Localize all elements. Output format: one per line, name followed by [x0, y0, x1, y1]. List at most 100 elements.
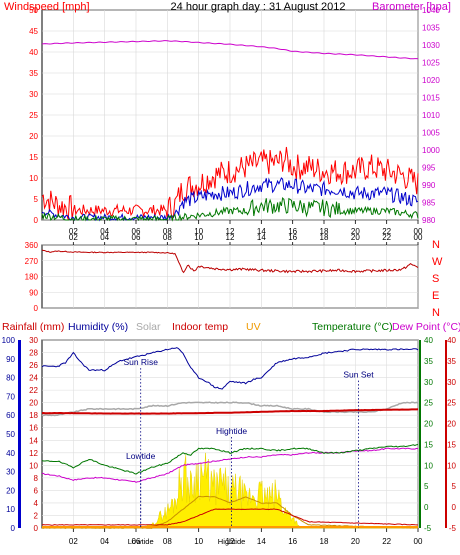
humidity-series-line: [41, 347, 419, 390]
rain-tick-label: 2: [34, 511, 39, 520]
wind-x-tick-label: 14: [257, 227, 266, 236]
direction-x-tick-label: 02: [69, 233, 78, 242]
rain-tick-label: 6: [34, 486, 39, 495]
bottom-x-tick-label: 20: [351, 537, 360, 546]
temp-tick-label: 5: [424, 482, 429, 491]
temp-tick-label: 35: [424, 357, 433, 366]
bottom-x-tick-label: 16: [288, 537, 297, 546]
dewpoint-tick-label: 10: [447, 461, 456, 470]
wind-low-series-line: [41, 197, 419, 222]
humidity-tick-label: 90: [6, 355, 15, 364]
sunset-annotation: Sun Set: [343, 370, 374, 380]
temperature-axis-bar: [419, 340, 421, 528]
direction-x-tick-label: 14: [257, 233, 266, 242]
wind-y-tick-label: 0: [34, 216, 39, 225]
direction-y-tick-label: 0: [34, 304, 39, 313]
wind-x-tick-label: 22: [382, 227, 391, 236]
rain-tick-label: 22: [29, 386, 38, 395]
temp-tick-label: 30: [424, 378, 433, 387]
barometer-tick-label: 1005: [422, 129, 440, 138]
rain-tick-label: 12: [29, 449, 38, 458]
wind-y-tick-label: 5: [34, 195, 39, 204]
wind-x-tick-label: 06: [132, 227, 141, 236]
barometer-tick-label: 1030: [422, 41, 440, 50]
legend-entry: Dew Point (°C): [392, 321, 460, 333]
rain-tick-label: 30: [29, 336, 38, 345]
humidity-tick-label: 80: [6, 374, 15, 383]
x-marker-label: Lowtide: [128, 537, 154, 546]
dew-point-series-line: [41, 447, 419, 483]
humidity-axis-bar: [18, 340, 21, 528]
direction-x-tick-label: 18: [320, 233, 329, 242]
wind-y-tick-label: 45: [29, 27, 38, 36]
wind-direction-series-line: [41, 249, 419, 274]
dewpoint-tick-label: 20: [447, 420, 456, 429]
legend-entry: Solar: [136, 321, 161, 333]
humidity-tick-label: 20: [6, 486, 15, 495]
direction-x-tick-label: 22: [382, 233, 391, 242]
barometer-tick-label: 1020: [422, 76, 440, 85]
dewpoint-axis-bar: [445, 340, 447, 528]
lowtide-annotation: Lowtide: [126, 451, 156, 461]
legend-entry: Temperature (°C): [312, 321, 393, 333]
barometer-tick-label: 1015: [422, 94, 440, 103]
sunrise-annotation: Sun Rise: [123, 357, 158, 367]
bottom-x-tick-label: 06: [132, 537, 141, 546]
humidity-tick-label: 40: [6, 449, 15, 458]
barometer-tick-label: 1010: [422, 111, 440, 120]
temp-tick-label: 15: [424, 440, 433, 449]
direction-x-tick-label: 00: [414, 233, 423, 242]
wind-y-tick-label: 15: [29, 153, 38, 162]
humidity-tick-label: 0: [11, 524, 16, 533]
wind-x-tick-label: 16: [288, 227, 297, 236]
temp-tick-label: -5: [424, 524, 432, 533]
bottom-x-tick-label: 04: [100, 537, 109, 546]
rain-tick-label: 0: [34, 524, 39, 533]
barometer-tick-label: 990: [422, 181, 436, 190]
wind-x-tick-label: 12: [226, 227, 235, 236]
barometer-series-line: [41, 40, 419, 60]
rain-tick-label: 26: [29, 361, 38, 370]
indoor-low-series-line: [41, 508, 419, 526]
rain-tick-label: 10: [29, 461, 38, 470]
humidity-tick-label: 10: [6, 505, 15, 514]
direction-y-tick-label: 90: [29, 288, 38, 297]
barometer-tick-label: 985: [422, 199, 436, 208]
rain-tick-label: 18: [29, 411, 38, 420]
bottom-x-tick-label: 10: [194, 537, 203, 546]
barometer-tick-label: 1025: [422, 59, 440, 68]
legend-entry: UV: [246, 321, 261, 333]
wind-average-series-line: [41, 177, 419, 222]
direction-y-tick-label: 180: [25, 273, 39, 282]
dewpoint-tick-label: 40: [447, 336, 456, 345]
x-marker-label: Hightide: [218, 537, 246, 546]
wind-y-tick-label: 30: [29, 90, 38, 99]
bottom-x-tick-label: 22: [382, 537, 391, 546]
wind-x-tick-label: 08: [163, 227, 172, 236]
humidity-tick-label: 70: [6, 392, 15, 401]
humidity-tick-label: 60: [6, 411, 15, 420]
compass-label: E: [432, 290, 439, 302]
temp-tick-label: 20: [424, 420, 433, 429]
wind-x-tick-label: 10: [194, 227, 203, 236]
humidity-tick-label: 100: [2, 336, 16, 345]
legend-entry: Rainfall (mm): [2, 321, 64, 333]
dewpoint-tick-label: 5: [452, 482, 457, 491]
wind-y-tick-label: 10: [29, 174, 38, 183]
wind-x-tick-label: 00: [414, 227, 423, 236]
direction-y-tick-label: 270: [25, 257, 39, 266]
legend-entry: Humidity (%): [68, 321, 128, 333]
wind-y-tick-label: 40: [29, 48, 38, 57]
temp-tick-label: 10: [424, 461, 433, 470]
dewpoint-tick-label: 25: [447, 399, 456, 408]
dewpoint-tick-label: 35: [447, 357, 456, 366]
rain-tick-label: 28: [29, 349, 38, 358]
dewpoint-tick-label: -5: [449, 524, 457, 533]
barometer-tick-label: 1035: [422, 24, 440, 33]
wind-x-tick-label: 02: [69, 227, 78, 236]
rain-tick-label: 20: [29, 399, 38, 408]
humidity-tick-label: 50: [6, 430, 15, 439]
rain-tick-label: 16: [29, 424, 38, 433]
temp-tick-label: 40: [424, 336, 433, 345]
